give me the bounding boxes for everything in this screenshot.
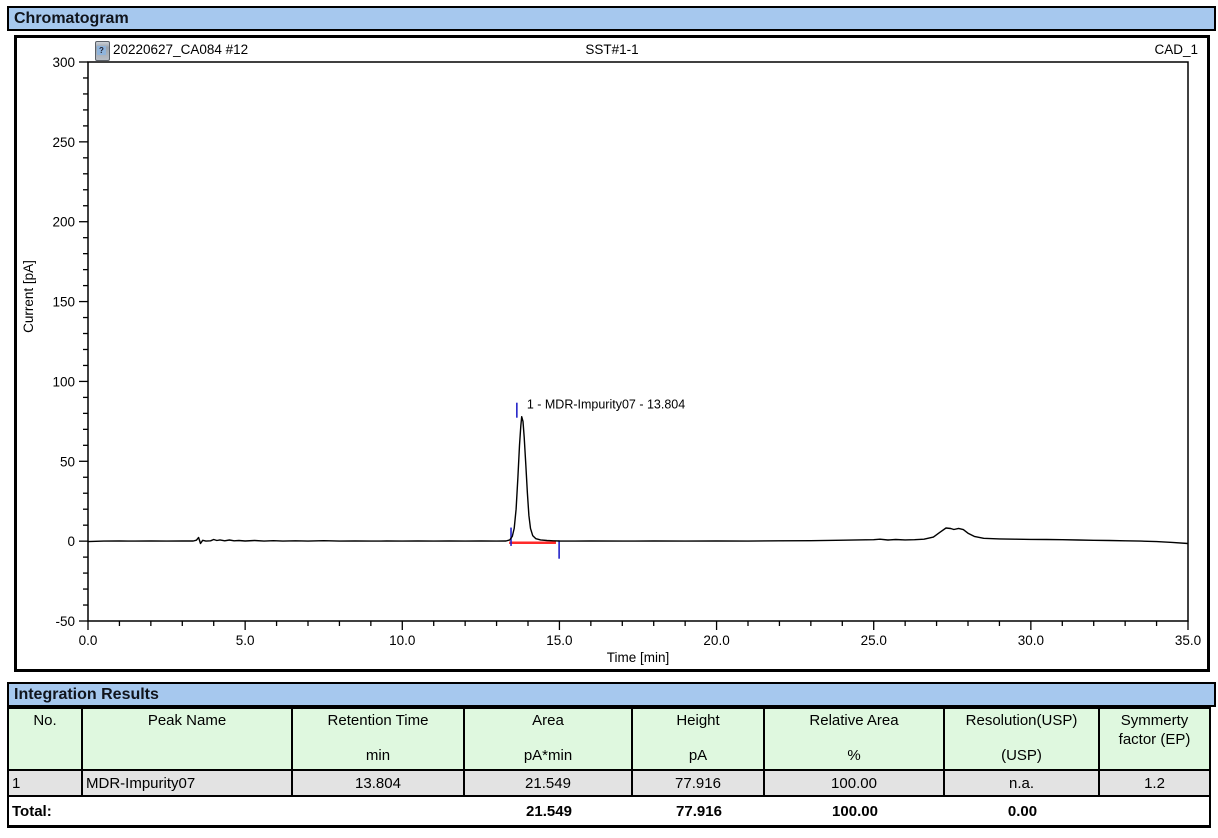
y-tick-label: 100 xyxy=(52,374,75,389)
integration-results-table: No. Peak Name Retention Time min Area pA… xyxy=(7,707,1211,828)
x-tick-label: 0.0 xyxy=(79,633,98,648)
col-header-peak-name: Peak Name xyxy=(83,709,293,769)
injection-name: 20220627_CA084 #12 xyxy=(113,42,249,57)
chromatogram-title: Chromatogram xyxy=(14,9,129,27)
y-tick-label: -50 xyxy=(55,614,75,629)
x-tick-label: 25.0 xyxy=(861,633,887,648)
x-tick-label: 20.0 xyxy=(703,633,729,648)
total-symmetry-factor xyxy=(1100,797,1209,825)
total-area: 21.549 xyxy=(465,797,633,825)
y-tick-label: 200 xyxy=(52,215,75,230)
y-tick-label: 250 xyxy=(52,135,75,150)
integration-results-bar: Integration Results xyxy=(7,682,1216,707)
plot-border xyxy=(87,61,1189,622)
chromatogram-trace xyxy=(87,416,1189,545)
integration-results-title: Integration Results xyxy=(14,685,159,703)
col-header-symmetry-factor: Symmerty factor (EP) xyxy=(1100,709,1209,769)
x-tick-label: 10.0 xyxy=(389,633,415,648)
x-tick-label: 15.0 xyxy=(546,633,572,648)
sample-name: SST#1-1 xyxy=(585,42,639,57)
col-header-resolution: Resolution(USP) (USP) xyxy=(945,709,1100,769)
y-tick-label: 0 xyxy=(67,534,75,549)
table-row[interactable]: 1 MDR-Impurity07 13.804 21.549 77.916 10… xyxy=(9,771,1209,797)
chromatogram-title-bar: Chromatogram xyxy=(7,6,1216,31)
col-header-retention-time: Retention Time min xyxy=(293,709,465,769)
cell-height: 77.916 xyxy=(633,771,765,795)
chromatogram-plot[interactable]: -50 0 50 100 150 200 250 300 0.0 5.0 10.0 15.0 20.0 2… xyxy=(17,38,1207,669)
total-height: 77.916 xyxy=(633,797,765,825)
y-axis-title: Current [pA] xyxy=(21,260,36,333)
table-header-row: No. Peak Name Retention Time min Area pA… xyxy=(9,709,1209,771)
y-tick-label: 150 xyxy=(52,295,75,310)
chart-header: ? 20220627_CA084 #12 SST#1-1 CAD_1 xyxy=(17,41,1207,61)
x-axis-title: Time [min] xyxy=(607,650,670,665)
x-tick-label: 5.0 xyxy=(236,633,255,648)
x-tick-label: 30.0 xyxy=(1018,633,1044,648)
cell-peak-name: MDR-Impurity07 xyxy=(83,771,293,795)
chromatogram-panel: ? 20220627_CA084 #12 SST#1-1 CAD_1 -50 0 5… xyxy=(14,35,1210,672)
cell-relative-area: 100.00 xyxy=(765,771,945,795)
table-total-row: Total: 21.549 77.916 100.00 0.00 xyxy=(9,797,1209,825)
total-relative-area: 100.00 xyxy=(765,797,945,825)
cell-area: 21.549 xyxy=(465,771,633,795)
col-header-height: Height pA xyxy=(633,709,765,769)
col-header-no: No. xyxy=(9,709,83,769)
cell-symmetry-factor: 1.2 xyxy=(1100,771,1209,795)
y-tick-label: 300 xyxy=(52,55,75,70)
x-tick-label: 35.0 xyxy=(1175,633,1201,648)
vial-question-icon: ? xyxy=(95,41,110,61)
channel-name: CAD_1 xyxy=(1154,42,1198,57)
total-resolution: 0.00 xyxy=(945,797,1100,825)
cell-resolution: n.a. xyxy=(945,771,1100,795)
col-header-relative-area: Relative Area % xyxy=(765,709,945,769)
total-label: Total: xyxy=(9,797,465,825)
y-tick-label: 50 xyxy=(60,454,75,469)
col-header-area: Area pA*min xyxy=(465,709,633,769)
cell-no: 1 xyxy=(9,771,83,795)
cell-retention-time: 13.804 xyxy=(293,771,465,795)
peak-label: 1 - MDR-Impurity07 - 13.804 xyxy=(527,398,685,412)
